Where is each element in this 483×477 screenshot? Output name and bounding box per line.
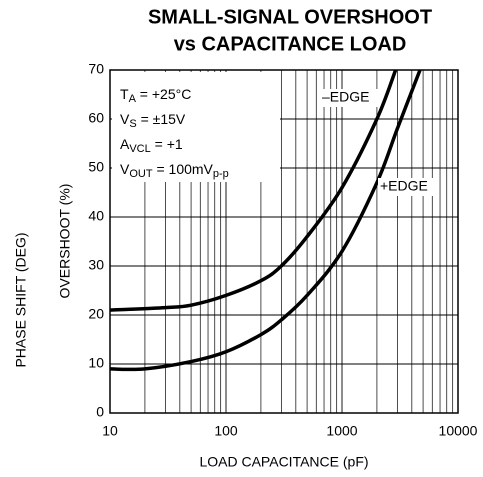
y-tick-label: 60 bbox=[88, 110, 104, 126]
annotation: TA = +25°C bbox=[120, 86, 191, 105]
y-tick-label: 70 bbox=[88, 61, 104, 77]
line-series bbox=[110, 70, 398, 312]
chart-title: vs CAPACITANCE LOAD bbox=[174, 33, 407, 55]
annotation-subscript: S bbox=[129, 118, 136, 130]
y-tick-label: 20 bbox=[88, 306, 104, 322]
series-label: –EDGE bbox=[322, 89, 369, 105]
annotation-text: T bbox=[120, 86, 129, 102]
annotation-background bbox=[112, 72, 280, 182]
annotation-subscript: VCL bbox=[129, 143, 150, 155]
y-tick-label: 40 bbox=[88, 208, 104, 224]
annotation: AVCL = +1 bbox=[120, 136, 183, 155]
x-tick-label: 100 bbox=[214, 423, 238, 439]
series-label: +EDGE bbox=[380, 178, 428, 194]
series-label-background bbox=[378, 178, 438, 196]
annotation-text: V bbox=[120, 161, 130, 177]
annotation-subscript: A bbox=[129, 93, 137, 105]
x-tick-label: 1000 bbox=[326, 423, 357, 439]
y-axis-label: OVERSHOOT (%) bbox=[57, 184, 73, 299]
annotation-text: = +25°C bbox=[136, 86, 191, 102]
annotation-text: = 100mV bbox=[153, 161, 214, 177]
y-tick-label: 10 bbox=[88, 355, 104, 371]
x-tick-label: 10000 bbox=[439, 423, 478, 439]
annotation: VS = ±15V bbox=[120, 111, 186, 130]
y-tick-label: 0 bbox=[96, 404, 104, 420]
annotation-subscript: OUT bbox=[129, 168, 153, 180]
y-axis-label-2: PHASE SHIFT (DEG) bbox=[13, 232, 29, 367]
series-label-background bbox=[320, 89, 380, 107]
annotation-text: V bbox=[120, 111, 130, 127]
x-axis-label: LOAD CAPACITANCE (pF) bbox=[199, 454, 368, 470]
annotation-text: = ±15V bbox=[137, 111, 186, 127]
annotation-text: = +1 bbox=[151, 136, 183, 152]
y-tick-label: 50 bbox=[88, 159, 104, 175]
x-tick-label: 10 bbox=[102, 423, 118, 439]
annotation: VOUT = 100mVp-p bbox=[120, 161, 229, 180]
line-series bbox=[110, 70, 422, 372]
chart-title: SMALL-SIGNAL OVERSHOOT bbox=[148, 6, 432, 28]
annotation-subscript: p-p bbox=[213, 168, 229, 180]
annotation-text: A bbox=[120, 136, 130, 152]
y-tick-label: 30 bbox=[88, 257, 104, 273]
